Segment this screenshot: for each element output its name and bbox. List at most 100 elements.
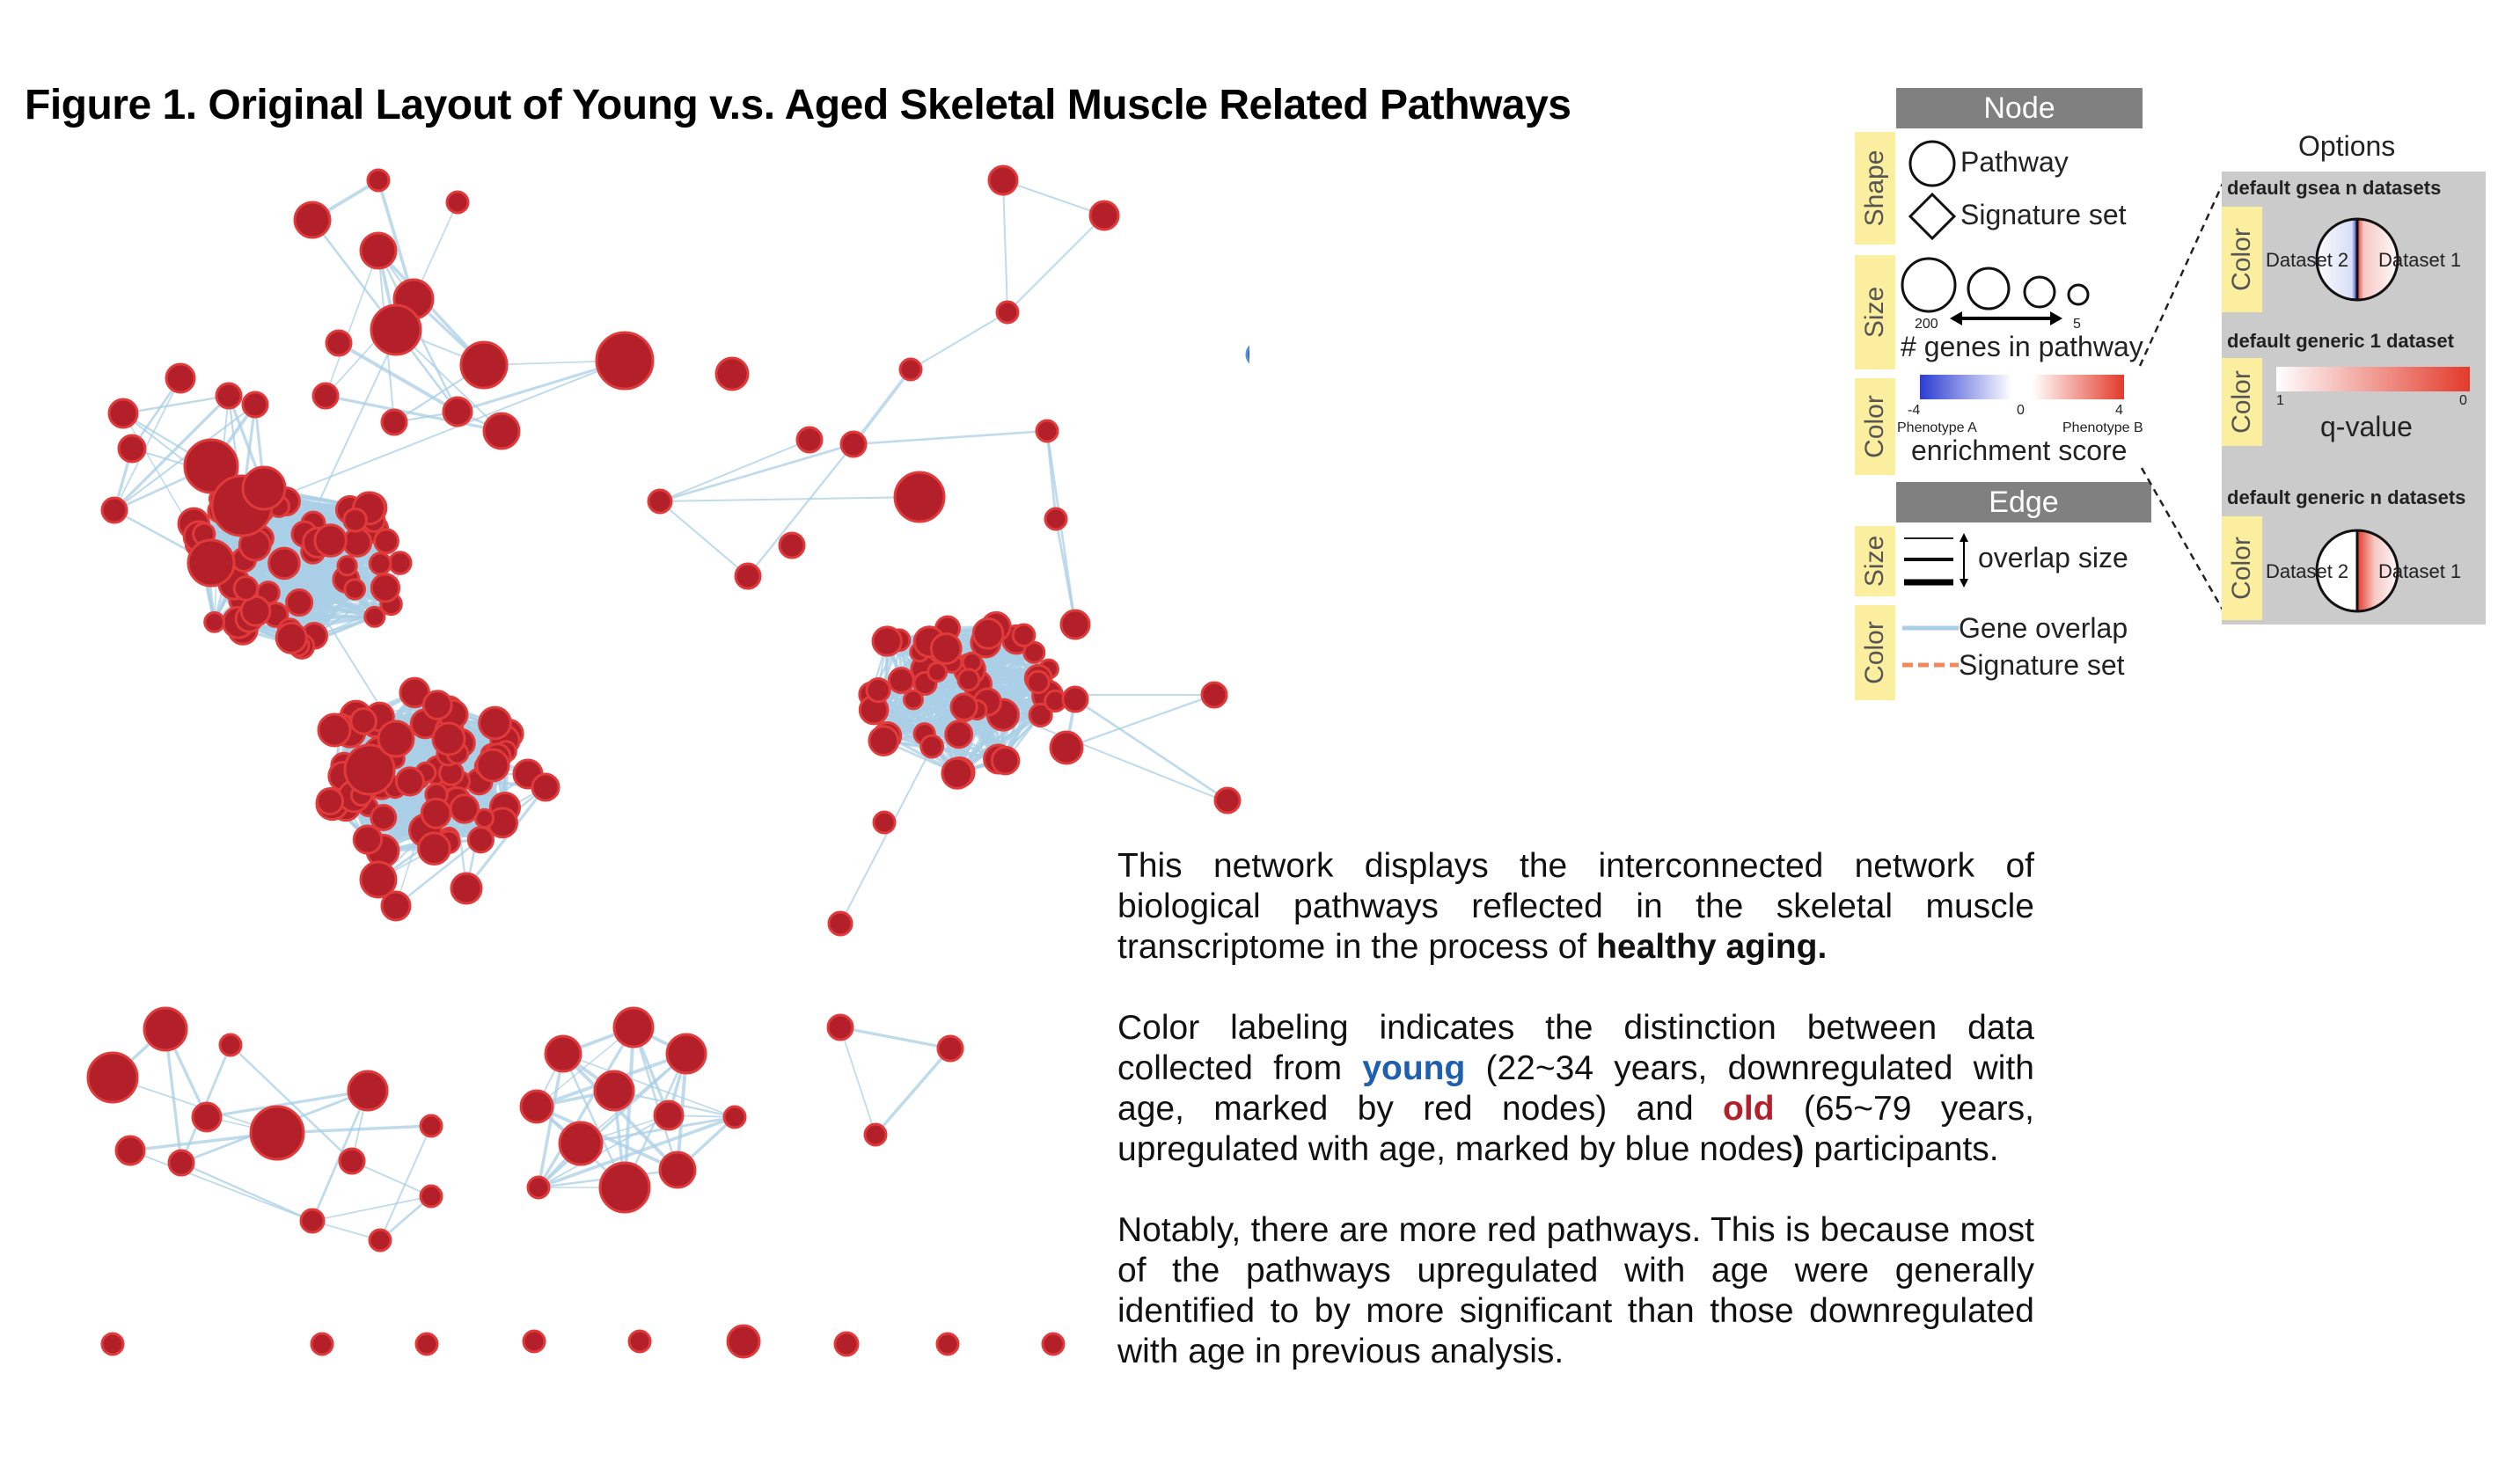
red-pathway-node — [936, 1034, 964, 1063]
gene-overlap-edge — [129, 1150, 313, 1222]
red-pathway-node — [595, 331, 655, 391]
gene-overlap-edge — [122, 394, 230, 415]
red-pathway-node — [778, 531, 806, 559]
red-pathway-node — [898, 357, 923, 382]
signature-set-dashed-line — [1902, 662, 1959, 668]
red-pathway-node — [249, 1105, 305, 1161]
generic-1-label: default generic 1 dataset — [2227, 330, 2454, 352]
red-pathway-node — [218, 1033, 243, 1057]
gene-overlap-edge — [164, 1028, 183, 1164]
gsea-split-circle — [2315, 217, 2399, 302]
pos4-label: 4 — [2115, 403, 2123, 418]
red-pathway-node — [544, 1034, 582, 1073]
edge-size-lines — [1904, 533, 1968, 588]
gene-overlap-edge — [351, 1160, 432, 1197]
gene-overlap-edge — [659, 500, 749, 577]
phenotype-b-label: Phenotype B — [2062, 420, 2143, 435]
red-pathway-node — [317, 712, 352, 748]
red-pathway-node — [325, 329, 353, 357]
red-pathway-node — [726, 1324, 761, 1359]
red-pathway-node — [431, 721, 466, 756]
red-pathway-node — [100, 496, 128, 524]
red-pathway-node — [526, 1175, 551, 1200]
pathway-circle-icon — [1908, 140, 1956, 187]
red-pathway-node — [421, 690, 453, 720]
red-pathway-node — [359, 860, 398, 899]
gene-overlap-edge — [180, 1161, 313, 1223]
red-pathway-node — [935, 1332, 960, 1356]
gene-overlap-edge — [206, 1089, 369, 1119]
gsea-dataset2-label: Dataset 2 — [2266, 249, 2349, 271]
red-pathway-node — [341, 527, 373, 558]
qvalue-gradient — [2276, 367, 2470, 391]
generic-dataset1-label: Dataset 1 — [2378, 560, 2462, 582]
red-pathway-node — [598, 1161, 651, 1214]
gene-overlap-edge — [1074, 698, 1228, 802]
red-pathway-node — [519, 1089, 554, 1124]
size-5-label: 5 — [2073, 317, 2081, 332]
enrichment-score-label: enrichment score — [1911, 435, 2128, 466]
gene-overlap-edge — [377, 772, 529, 881]
red-pathway-node — [658, 1151, 697, 1189]
red-pathway-node — [734, 562, 762, 590]
shape-sidebar: Shape — [1855, 132, 1895, 245]
phenotype-a-label: Phenotype A — [1897, 420, 1977, 435]
gene-overlap-edge — [872, 708, 959, 775]
red-pathway-node — [475, 748, 510, 783]
signature-set-label: Signature set — [1960, 199, 2127, 230]
red-pathway-node — [338, 1147, 366, 1175]
red-pathway-node — [293, 201, 332, 239]
gene-overlap-edge — [839, 1026, 876, 1136]
gene-overlap-edge — [853, 429, 1048, 446]
gene-overlap-edge — [113, 394, 231, 512]
red-pathway-node — [863, 1122, 888, 1147]
red-pathway-node — [531, 772, 560, 802]
red-pathway-node — [927, 661, 949, 683]
generic-split-circle — [2315, 529, 2399, 613]
red-pathway-node — [1041, 1332, 1066, 1356]
gene-overlap-edge — [623, 1026, 635, 1188]
red-pathway-node — [191, 1101, 223, 1133]
edge-header: Edge — [1896, 482, 2151, 522]
red-pathway-node — [450, 872, 483, 905]
q-one-label: 1 — [2276, 393, 2284, 408]
gene-overlap-edge — [538, 1115, 736, 1189]
red-pathway-node — [347, 1070, 389, 1112]
red-pathway-node — [449, 793, 480, 824]
red-pathway-node — [929, 632, 963, 665]
size-200-label: 200 — [1915, 317, 1938, 332]
red-pathway-node — [522, 1329, 546, 1354]
gene-overlap-edge — [538, 1114, 670, 1188]
red-pathway-node — [370, 803, 398, 831]
gene-overlap-edge — [659, 496, 920, 502]
red-pathway-node — [241, 465, 287, 511]
red-pathway-node — [1044, 507, 1068, 531]
red-pathway-node — [342, 507, 369, 533]
red-pathway-node — [363, 605, 386, 628]
gene-overlap-edge — [1054, 518, 1077, 625]
red-pathway-node — [1088, 200, 1120, 231]
red-pathway-node — [310, 1332, 334, 1356]
red-pathway-node — [941, 756, 974, 790]
generic1-color-sidebar: Color — [2222, 358, 2262, 446]
generic-dataset2-label: Dataset 2 — [2266, 560, 2349, 582]
red-pathway-node — [653, 1099, 685, 1131]
red-pathway-node — [971, 617, 1005, 650]
red-pathway-node — [86, 1051, 139, 1104]
size-circles — [1901, 257, 2090, 325]
pathway-label: Pathway — [1960, 146, 2069, 178]
red-pathway-node — [275, 621, 308, 654]
red-pathway-node — [420, 797, 452, 829]
gene-overlap-edge — [114, 404, 256, 511]
red-pathway-node — [183, 438, 239, 494]
pathway-network — [86, 164, 1249, 1359]
red-pathway-node — [665, 1033, 707, 1075]
red-pathway-node — [893, 471, 946, 523]
red-pathway-node — [114, 1135, 146, 1166]
red-pathway-node — [203, 610, 226, 633]
gene-overlap-edge — [839, 1026, 951, 1050]
red-pathway-node — [285, 588, 314, 617]
red-pathway-node — [442, 396, 473, 427]
red-pathway-node — [368, 552, 392, 576]
q-value-label: q-value — [2320, 411, 2413, 442]
